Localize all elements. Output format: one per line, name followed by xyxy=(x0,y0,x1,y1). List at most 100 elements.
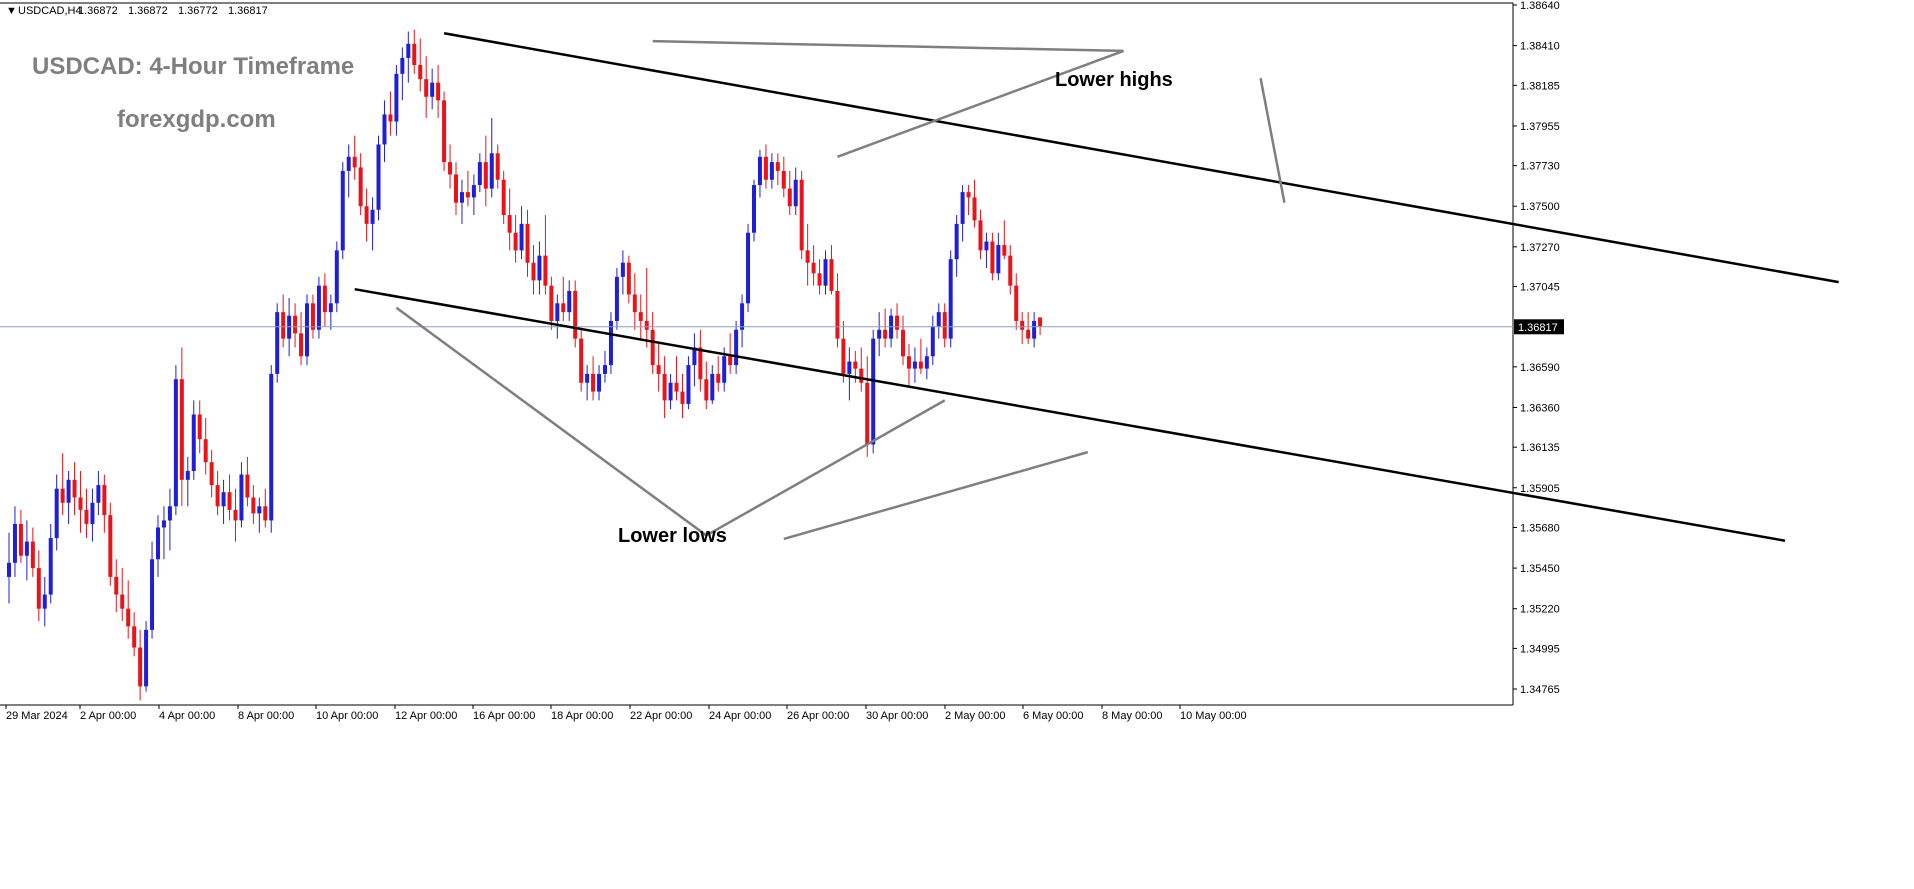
candle xyxy=(746,223,751,313)
candle xyxy=(96,471,101,516)
candle-body xyxy=(549,285,554,321)
candle-body xyxy=(275,312,280,374)
price-tick-label: 1.38185 xyxy=(1520,80,1560,92)
candle xyxy=(471,174,476,216)
candle-body xyxy=(263,506,268,521)
candle xyxy=(728,333,733,374)
candle-body xyxy=(644,320,649,330)
candle xyxy=(483,135,488,207)
candle xyxy=(108,502,113,586)
candle-body xyxy=(448,162,453,175)
candle-body xyxy=(150,559,155,630)
candle-body xyxy=(1026,329,1031,339)
chart-ohlc-high: 1.36872 xyxy=(128,5,168,17)
candle xyxy=(18,509,23,563)
candle-body xyxy=(626,262,631,295)
candle xyxy=(328,294,333,330)
candle-body xyxy=(501,179,506,216)
candle xyxy=(42,576,47,627)
candle-body xyxy=(132,626,137,648)
candle-body xyxy=(614,276,619,321)
candle-body xyxy=(823,259,828,286)
candle xyxy=(972,179,977,228)
candle-body xyxy=(388,114,393,122)
candle xyxy=(829,245,834,295)
candle-body xyxy=(507,215,512,233)
candle-body xyxy=(603,365,607,374)
candle-body xyxy=(608,320,613,366)
candle xyxy=(686,356,691,410)
candle xyxy=(716,356,721,392)
candle xyxy=(1038,317,1043,336)
candle xyxy=(150,541,155,639)
trendline[interactable] xyxy=(443,32,1839,284)
candle xyxy=(757,149,762,198)
price-scale[interactable]: 1.38640 1.38410 1.38185 1.37955 1.37730 1.375… xyxy=(1513,0,1560,696)
candle xyxy=(293,303,298,348)
candle xyxy=(543,215,548,295)
candle-body xyxy=(412,43,417,66)
candle-body xyxy=(316,285,321,330)
candle-body xyxy=(30,541,35,569)
chart-ohlc-low: 1.36772 xyxy=(178,5,218,17)
candle xyxy=(257,497,262,533)
candle-body xyxy=(734,329,739,366)
candle-body xyxy=(197,414,202,440)
time-tick-label: 10 Apr 00:00 xyxy=(316,710,378,722)
time-scale[interactable]: 29 Mar 2024 2 Apr 00:00 4 Apr 00:00 8 Apr 0… xyxy=(5,705,1247,722)
candle-body xyxy=(746,232,751,304)
candle-body xyxy=(763,156,768,180)
candle-body xyxy=(1008,255,1013,286)
watermark-title: USDCAD: 4-Hour Timeframe xyxy=(32,53,354,80)
candle xyxy=(996,232,1001,281)
candle-body xyxy=(805,250,810,263)
candle-body xyxy=(585,373,590,383)
candle xyxy=(114,559,119,613)
lower-highs-pointer xyxy=(1259,78,1286,203)
candle xyxy=(281,294,286,348)
candle-body xyxy=(382,114,387,145)
candle xyxy=(793,167,798,216)
candle-body xyxy=(656,365,661,374)
time-tick-label: 22 Apr 00:00 xyxy=(630,710,692,722)
candle xyxy=(215,471,220,516)
trendline[interactable] xyxy=(354,287,1786,542)
candle-body xyxy=(7,562,11,577)
price-tick-label: 1.35220 xyxy=(1520,604,1560,616)
candle-body xyxy=(555,303,560,321)
candle xyxy=(835,273,840,348)
candle-body xyxy=(829,259,834,291)
candle-body xyxy=(114,576,119,595)
candle xyxy=(90,488,95,542)
candle xyxy=(346,144,351,198)
candle-body xyxy=(251,497,256,514)
candle-body xyxy=(573,290,578,339)
price-tick-label: 1.38640 xyxy=(1520,0,1560,12)
candle-body xyxy=(334,250,339,304)
candle-body xyxy=(48,538,53,595)
candle xyxy=(877,312,882,357)
candle-body xyxy=(24,541,29,556)
candle xyxy=(924,347,929,380)
candle xyxy=(841,320,846,383)
candle xyxy=(871,329,876,454)
candle xyxy=(30,527,35,577)
candle-body xyxy=(459,192,464,203)
candle-body xyxy=(948,259,953,339)
time-tick-label: 26 Apr 00:00 xyxy=(787,710,849,722)
candle xyxy=(48,523,53,604)
candle-body xyxy=(54,488,59,539)
candle xyxy=(918,338,923,374)
candle-body xyxy=(406,43,411,58)
chart-menu-triangle-icon[interactable]: ▼ xyxy=(6,5,17,17)
candle-body xyxy=(728,356,733,366)
candle xyxy=(752,179,756,242)
candle xyxy=(662,356,667,419)
price-tick-label: 1.34995 xyxy=(1520,643,1560,655)
candle-body xyxy=(12,523,17,563)
candle-body xyxy=(686,365,691,404)
candle-body xyxy=(340,170,345,251)
